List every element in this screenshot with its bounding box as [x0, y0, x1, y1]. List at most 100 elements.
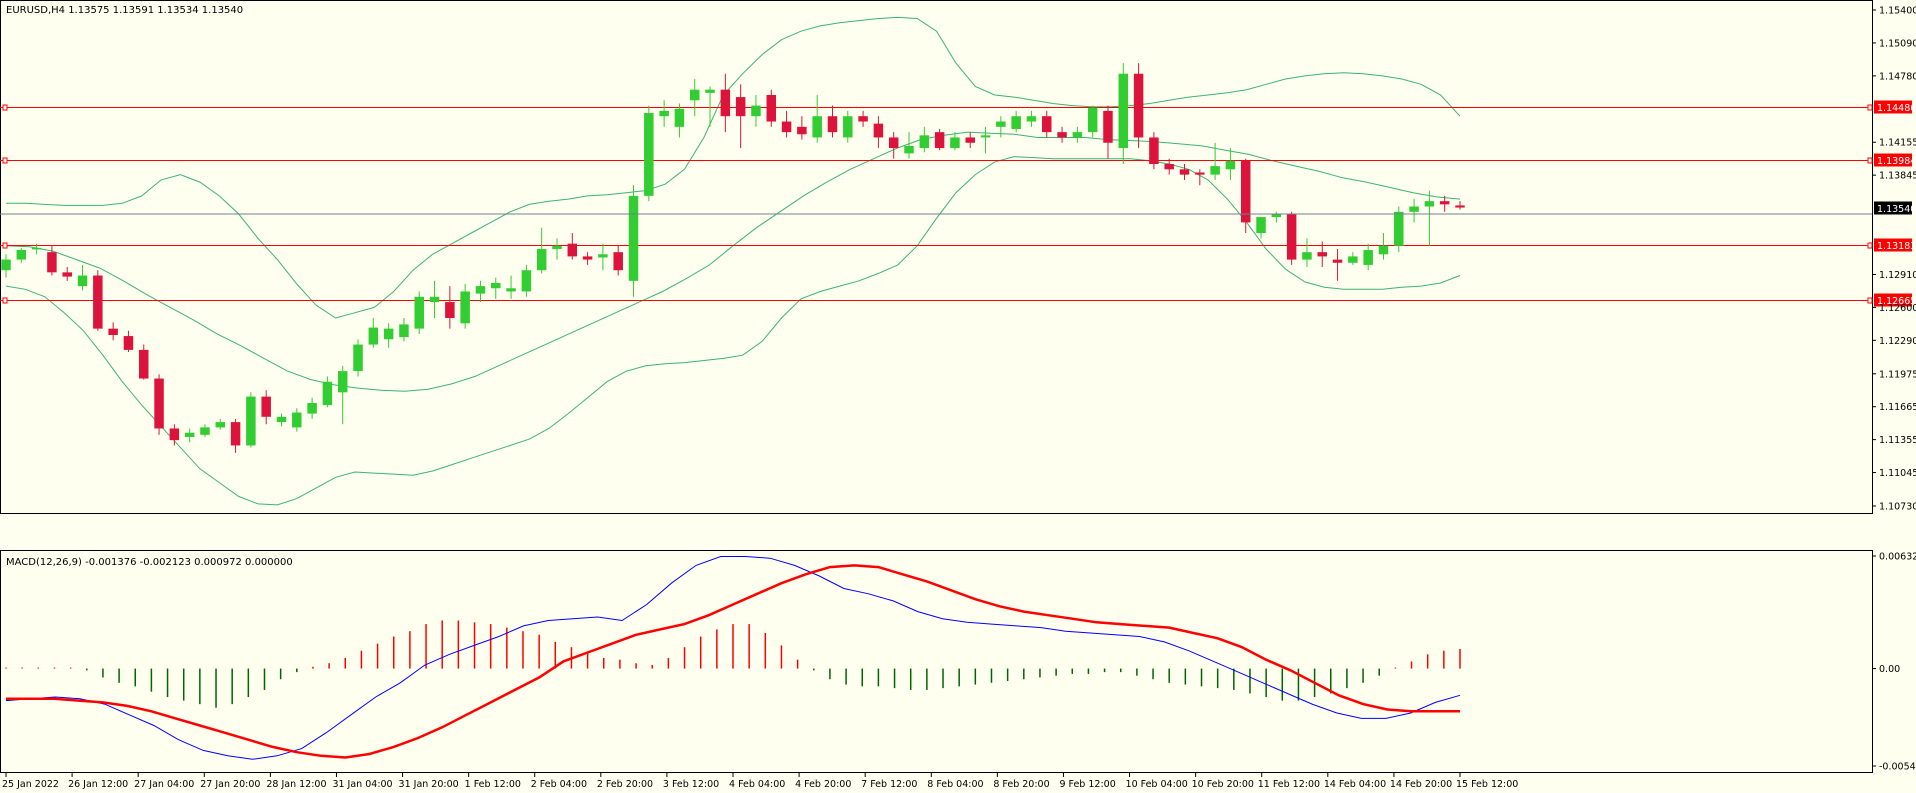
candle[interactable] — [1210, 142, 1220, 180]
candle[interactable] — [368, 318, 379, 348]
candle[interactable] — [735, 84, 746, 149]
candle[interactable] — [1225, 148, 1236, 180]
candle[interactable] — [307, 397, 317, 419]
candle[interactable] — [1424, 190, 1435, 246]
candle[interactable] — [475, 280, 486, 303]
candle[interactable] — [1394, 206, 1404, 253]
candle[interactable] — [123, 330, 134, 352]
candle[interactable] — [1057, 126, 1067, 143]
candle[interactable] — [781, 110, 792, 138]
candle[interactable] — [429, 280, 440, 319]
candle[interactable] — [491, 277, 501, 299]
candle[interactable] — [108, 322, 118, 341]
candle[interactable] — [1179, 164, 1190, 180]
hline-right-handle[interactable] — [1867, 104, 1873, 111]
candle[interactable] — [888, 132, 899, 159]
candle[interactable] — [383, 323, 394, 348]
candle[interactable] — [873, 116, 884, 149]
hline-left-handle[interactable] — [2, 242, 8, 249]
candle[interactable] — [934, 128, 945, 151]
candle[interactable] — [230, 418, 241, 453]
candle[interactable] — [919, 126, 930, 153]
candle[interactable] — [1409, 199, 1419, 223]
candle[interactable] — [689, 79, 700, 117]
candle[interactable] — [1195, 169, 1205, 186]
candlesticks[interactable] — [1, 63, 1465, 453]
candle[interactable] — [353, 339, 363, 377]
horizontal-price-lines[interactable]: 1.14486 1.13984 1.13183 1.12665 — [0, 100, 1916, 308]
candle[interactable] — [460, 284, 470, 329]
candle[interactable] — [1240, 158, 1251, 234]
candle[interactable] — [980, 126, 991, 154]
candle[interactable] — [1286, 211, 1297, 265]
candle[interactable] — [1, 254, 11, 278]
candle[interactable] — [1363, 243, 1373, 271]
candle[interactable] — [1439, 195, 1450, 212]
candle[interactable] — [812, 94, 822, 143]
candle[interactable] — [200, 424, 210, 437]
candle[interactable] — [644, 105, 654, 202]
candle[interactable] — [674, 103, 685, 138]
candle[interactable] — [261, 390, 271, 425]
candle[interactable] — [567, 233, 578, 260]
candle[interactable] — [797, 116, 807, 140]
candle[interactable] — [628, 185, 639, 297]
hline-left-handle[interactable] — [2, 104, 8, 111]
candle[interactable] — [1087, 105, 1098, 138]
candle[interactable] — [31, 243, 42, 255]
hline-left-handle[interactable] — [2, 297, 8, 304]
candle[interactable] — [659, 100, 669, 127]
candle[interactable] — [858, 110, 868, 127]
candle[interactable] — [506, 275, 516, 299]
candle[interactable] — [766, 89, 777, 127]
candle[interactable] — [720, 73, 731, 133]
candle[interactable] — [521, 264, 532, 297]
candle[interactable] — [1348, 252, 1358, 265]
candle[interactable] — [996, 116, 1006, 138]
candle[interactable] — [62, 267, 72, 281]
candle[interactable] — [1042, 110, 1052, 138]
candle[interactable] — [276, 413, 287, 427]
candle[interactable] — [1149, 132, 1159, 170]
hline-right-handle[interactable] — [1867, 242, 1873, 249]
candle[interactable] — [1256, 217, 1266, 239]
candle[interactable] — [184, 428, 195, 443]
candle[interactable] — [950, 132, 960, 151]
candle[interactable] — [552, 238, 562, 260]
candle[interactable] — [751, 94, 761, 127]
candle[interactable] — [169, 424, 180, 446]
candle[interactable] — [445, 286, 455, 329]
candle[interactable] — [1164, 158, 1174, 175]
candle[interactable] — [1026, 110, 1037, 127]
candle[interactable] — [322, 376, 333, 408]
candle[interactable] — [1332, 248, 1343, 281]
candle[interactable] — [337, 365, 348, 425]
candle[interactable] — [1378, 233, 1389, 260]
hline-right-handle[interactable] — [1867, 297, 1873, 304]
candle[interactable] — [77, 264, 88, 291]
candle[interactable] — [16, 247, 27, 263]
macd-panel[interactable]: MACD(12,26,9) -0.001376 -0.002123 0.0009… — [0, 550, 1916, 773]
candle[interactable] — [139, 344, 149, 380]
candle[interactable] — [154, 374, 164, 435]
candle[interactable] — [827, 105, 838, 138]
candle[interactable] — [246, 392, 256, 448]
candle[interactable] — [292, 408, 302, 432]
candle[interactable] — [47, 245, 57, 276]
candle[interactable] — [215, 418, 226, 430]
price-panel[interactable]: 1.14486 1.13984 1.13183 1.12665 EURUSD,H4 1… — [0, 0, 1916, 514]
candle[interactable] — [1317, 241, 1327, 268]
hline-left-handle[interactable] — [2, 157, 8, 164]
candle[interactable] — [536, 227, 547, 274]
candle[interactable] — [705, 86, 715, 127]
candle[interactable] — [1133, 63, 1144, 149]
candle[interactable] — [965, 132, 975, 149]
candle[interactable] — [598, 243, 608, 271]
candle[interactable] — [93, 270, 103, 331]
hline-right-handle[interactable] — [1867, 157, 1873, 164]
candle[interactable] — [1072, 126, 1083, 143]
candle[interactable] — [1118, 63, 1129, 165]
candle[interactable] — [904, 132, 914, 159]
candle[interactable] — [399, 318, 409, 342]
